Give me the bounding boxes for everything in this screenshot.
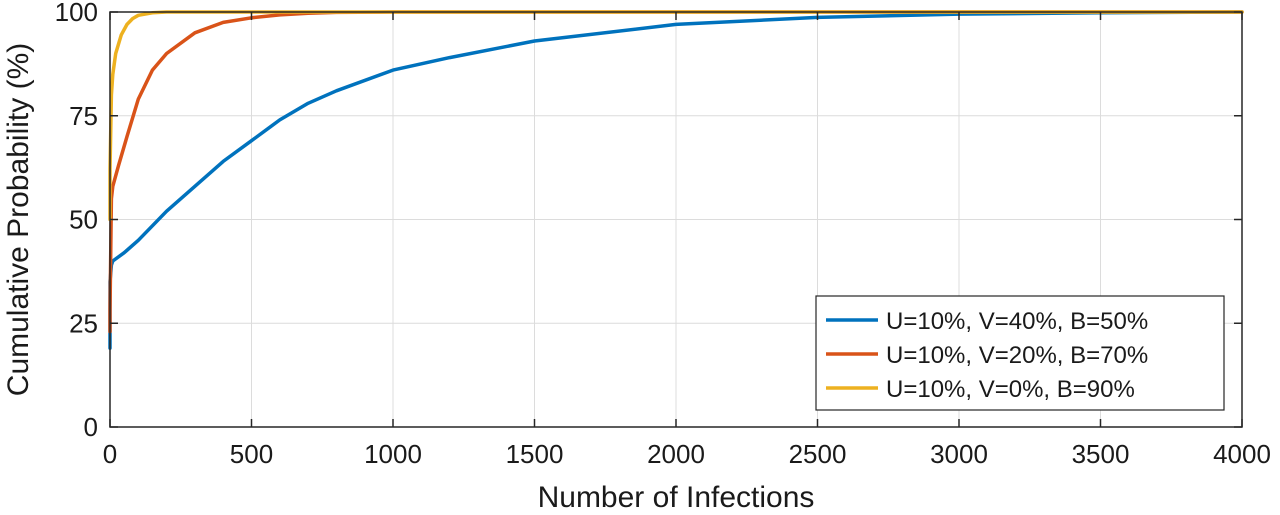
x-tick-labels: 0 500 1000 1500 2000 2500 3000 3500 4000 xyxy=(103,439,1271,469)
legend-label-2: U=10%, V=20%, B=70% xyxy=(886,342,1148,369)
x-tick-label: 3500 xyxy=(1072,439,1130,469)
legend-box xyxy=(815,295,1225,411)
y-tick-labels: 0 25 50 75 100 xyxy=(55,0,98,442)
y-tick-label: 100 xyxy=(55,0,98,27)
x-tick-label: 3000 xyxy=(930,439,988,469)
x-tick-label: 4000 xyxy=(1213,439,1271,469)
x-tick-label: 2000 xyxy=(647,439,705,469)
y-tick-label: 50 xyxy=(69,205,98,235)
axis-ticks xyxy=(109,11,1243,428)
legend-label-1: U=10%, V=40%, B=50% xyxy=(886,308,1148,335)
y-tick-label: 75 xyxy=(69,101,98,131)
y-tick-label: 25 xyxy=(69,308,98,338)
x-tick-label: 500 xyxy=(230,439,273,469)
y-axis-label: Cumulative Probability (%) xyxy=(2,43,35,396)
series-line-1 xyxy=(108,10,1244,350)
x-tick-label: 0 xyxy=(103,439,117,469)
legend-label-3: U=10%, V=0%, B=90% xyxy=(886,376,1135,403)
x-tick-label: 1000 xyxy=(364,439,422,469)
legend: U=10%, V=40%, B=50% U=10%, V=20%, B=70% U=… xyxy=(815,295,1225,411)
grid-lines xyxy=(110,12,1242,427)
x-axis-label: Number of Infections xyxy=(538,481,815,514)
x-tick-label: 1500 xyxy=(506,439,564,469)
y-tick-label: 0 xyxy=(84,412,98,442)
x-tick-label: 2500 xyxy=(789,439,847,469)
